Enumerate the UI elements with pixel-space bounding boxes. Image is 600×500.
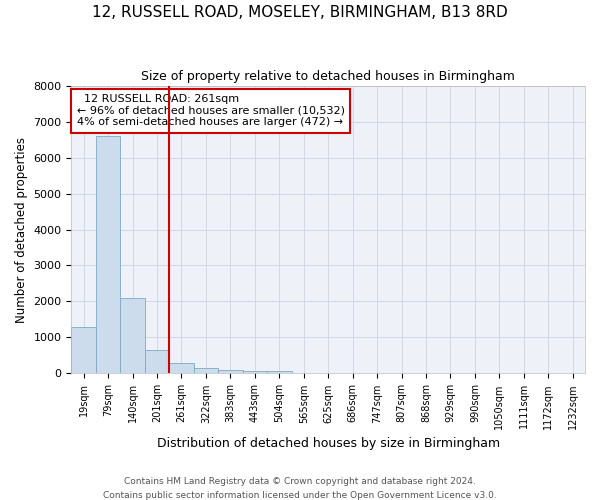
Text: 12 RUSSELL ROAD: 261sqm  
← 96% of detached houses are smaller (10,532)
4% of se: 12 RUSSELL ROAD: 261sqm ← 96% of detache… xyxy=(77,94,344,128)
Bar xyxy=(96,136,121,374)
Bar xyxy=(145,350,169,374)
Bar xyxy=(169,362,194,374)
Bar xyxy=(71,326,96,374)
Bar xyxy=(267,370,292,374)
Bar xyxy=(218,370,242,374)
Text: 12, RUSSELL ROAD, MOSELEY, BIRMINGHAM, B13 8RD: 12, RUSSELL ROAD, MOSELEY, BIRMINGHAM, B… xyxy=(92,5,508,20)
Y-axis label: Number of detached properties: Number of detached properties xyxy=(15,136,28,322)
Bar xyxy=(194,368,218,374)
X-axis label: Distribution of detached houses by size in Birmingham: Distribution of detached houses by size … xyxy=(157,437,500,450)
Bar xyxy=(242,372,267,374)
Title: Size of property relative to detached houses in Birmingham: Size of property relative to detached ho… xyxy=(141,70,515,83)
Text: Contains HM Land Registry data © Crown copyright and database right 2024.
Contai: Contains HM Land Registry data © Crown c… xyxy=(103,478,497,500)
Bar xyxy=(121,298,145,374)
